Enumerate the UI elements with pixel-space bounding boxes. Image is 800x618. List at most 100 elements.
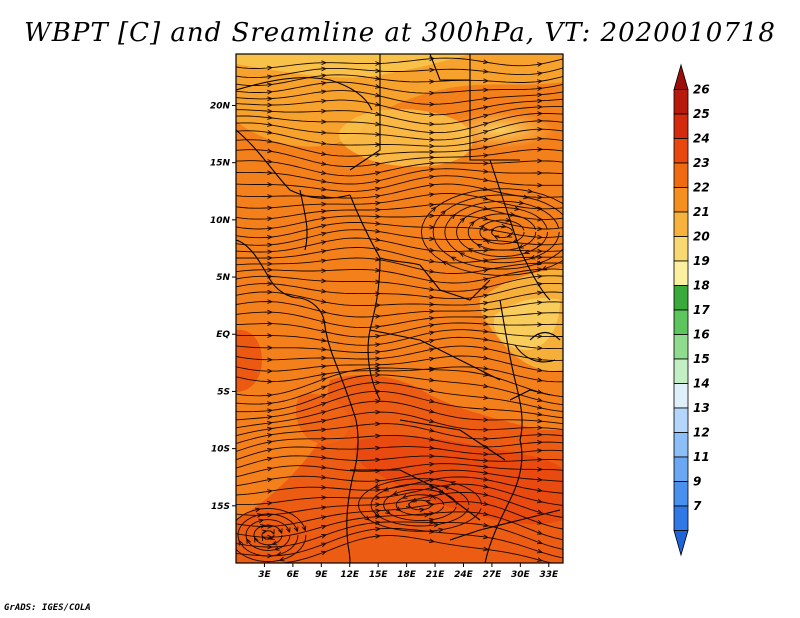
streamline-arrow	[238, 540, 244, 546]
streamline-arrow	[429, 309, 435, 314]
streamline-arrow	[321, 178, 327, 184]
streamline	[236, 247, 563, 264]
streamline-arrow	[321, 66, 327, 72]
streamline-arrow	[267, 309, 273, 315]
streamline	[236, 98, 563, 116]
streamline-arrow	[429, 338, 435, 344]
streamline	[432, 194, 563, 270]
latitude-axis: 20N 15N 10N 5N EQ 5S 10S 15S	[210, 101, 236, 512]
streamline-arrow	[429, 121, 435, 127]
streamline	[236, 57, 563, 69]
streamline-arrow	[321, 240, 327, 245]
streamline-arrow	[267, 138, 273, 144]
streamline-arrow	[321, 288, 327, 294]
streamline-arrow	[392, 490, 399, 495]
streamline-arrow	[535, 260, 542, 265]
streamline-arrow	[483, 300, 489, 306]
colorbar-segment	[673, 530, 689, 557]
streamline	[236, 229, 563, 246]
streamline-arrow	[537, 194, 543, 200]
streamline	[236, 120, 563, 141]
streamline-arrow	[321, 98, 327, 104]
streamline-arrow	[468, 248, 474, 253]
colorbar-segment	[673, 260, 689, 286]
streamline-arrow	[375, 349, 381, 355]
streamline-arrow	[483, 96, 489, 102]
streamline-arrow	[537, 111, 543, 116]
streamline-arrow	[321, 495, 327, 500]
streamline-arrow	[483, 464, 489, 470]
streamline-arrow	[536, 498, 543, 504]
colorbar-segment	[673, 236, 689, 262]
streamline-arrow	[267, 205, 273, 211]
streamline-arrow	[375, 372, 381, 378]
streamline-arrow	[375, 237, 381, 242]
streamline-arrow	[537, 310, 543, 316]
streamline-arrow	[482, 196, 489, 201]
streamline-arrow	[483, 248, 489, 253]
streamline-arrow	[429, 469, 435, 475]
streamline-arrow	[428, 427, 435, 433]
streamline-arrow	[429, 258, 435, 264]
streamline	[236, 463, 563, 478]
streamline-arrow	[429, 167, 435, 173]
streamline-arrow	[321, 249, 327, 254]
streamline	[236, 446, 563, 461]
streamline-arrow	[483, 336, 489, 342]
colorbar-label: 12	[693, 426, 710, 440]
streamline-arrow	[267, 242, 273, 248]
streamline-arrow	[254, 507, 261, 513]
streamline-arrow	[267, 226, 273, 231]
streamline-arrow	[537, 418, 543, 424]
streamline-arrow	[509, 212, 516, 217]
streamline-arrow	[270, 529, 275, 535]
lat-label: 5S	[217, 387, 230, 397]
streamline-arrow	[321, 130, 327, 135]
streamline-arrow	[321, 427, 327, 433]
streamline-arrow	[364, 515, 370, 521]
streamline-arrow	[375, 200, 381, 206]
streamline-arrow	[429, 538, 435, 544]
streamline-arrow	[276, 551, 283, 556]
streamline	[236, 476, 563, 496]
streamline-arrow	[375, 228, 381, 234]
streamline-arrow	[267, 345, 273, 351]
streamline-arrow	[375, 398, 381, 404]
lon-label: 18E	[397, 570, 417, 580]
streamline-arrow	[375, 68, 381, 74]
streamline-arrow	[321, 445, 327, 451]
streamline-arrow	[267, 368, 273, 374]
streamline-arrow	[483, 105, 489, 110]
colorbar-label: 23	[693, 156, 710, 170]
streamline-arrow	[429, 155, 435, 160]
streamline-arrow	[450, 481, 456, 486]
streamline-arrow	[267, 115, 273, 120]
streamline-arrow	[537, 248, 543, 254]
streamline-arrow	[482, 122, 489, 127]
streamline-arrow	[375, 121, 381, 127]
colorbar-segment	[673, 334, 689, 360]
streamline-arrow	[483, 522, 489, 528]
streamline-arrow	[321, 258, 327, 264]
streamline-arrow	[267, 122, 273, 127]
streamline-arrow	[375, 478, 381, 484]
streamline-arrow	[483, 68, 489, 74]
streamline-arrow	[267, 234, 273, 240]
streamline-arrow	[483, 355, 489, 361]
streamline-arrow	[321, 505, 327, 511]
lat-label: 20N	[210, 101, 231, 111]
streamline	[236, 148, 563, 167]
streamline	[236, 469, 563, 487]
streamline	[236, 491, 563, 518]
streamline-arrow	[429, 112, 435, 118]
streamline-arrow	[518, 200, 524, 206]
streamline-arrow	[395, 506, 401, 512]
streamline-arrow	[375, 186, 381, 192]
streamline	[236, 390, 563, 421]
streamline-arrow	[267, 477, 273, 483]
lat-label: 15S	[211, 502, 230, 512]
streamline	[236, 511, 563, 541]
streamline-arrow	[267, 466, 273, 472]
streamline-arrow	[321, 161, 327, 166]
